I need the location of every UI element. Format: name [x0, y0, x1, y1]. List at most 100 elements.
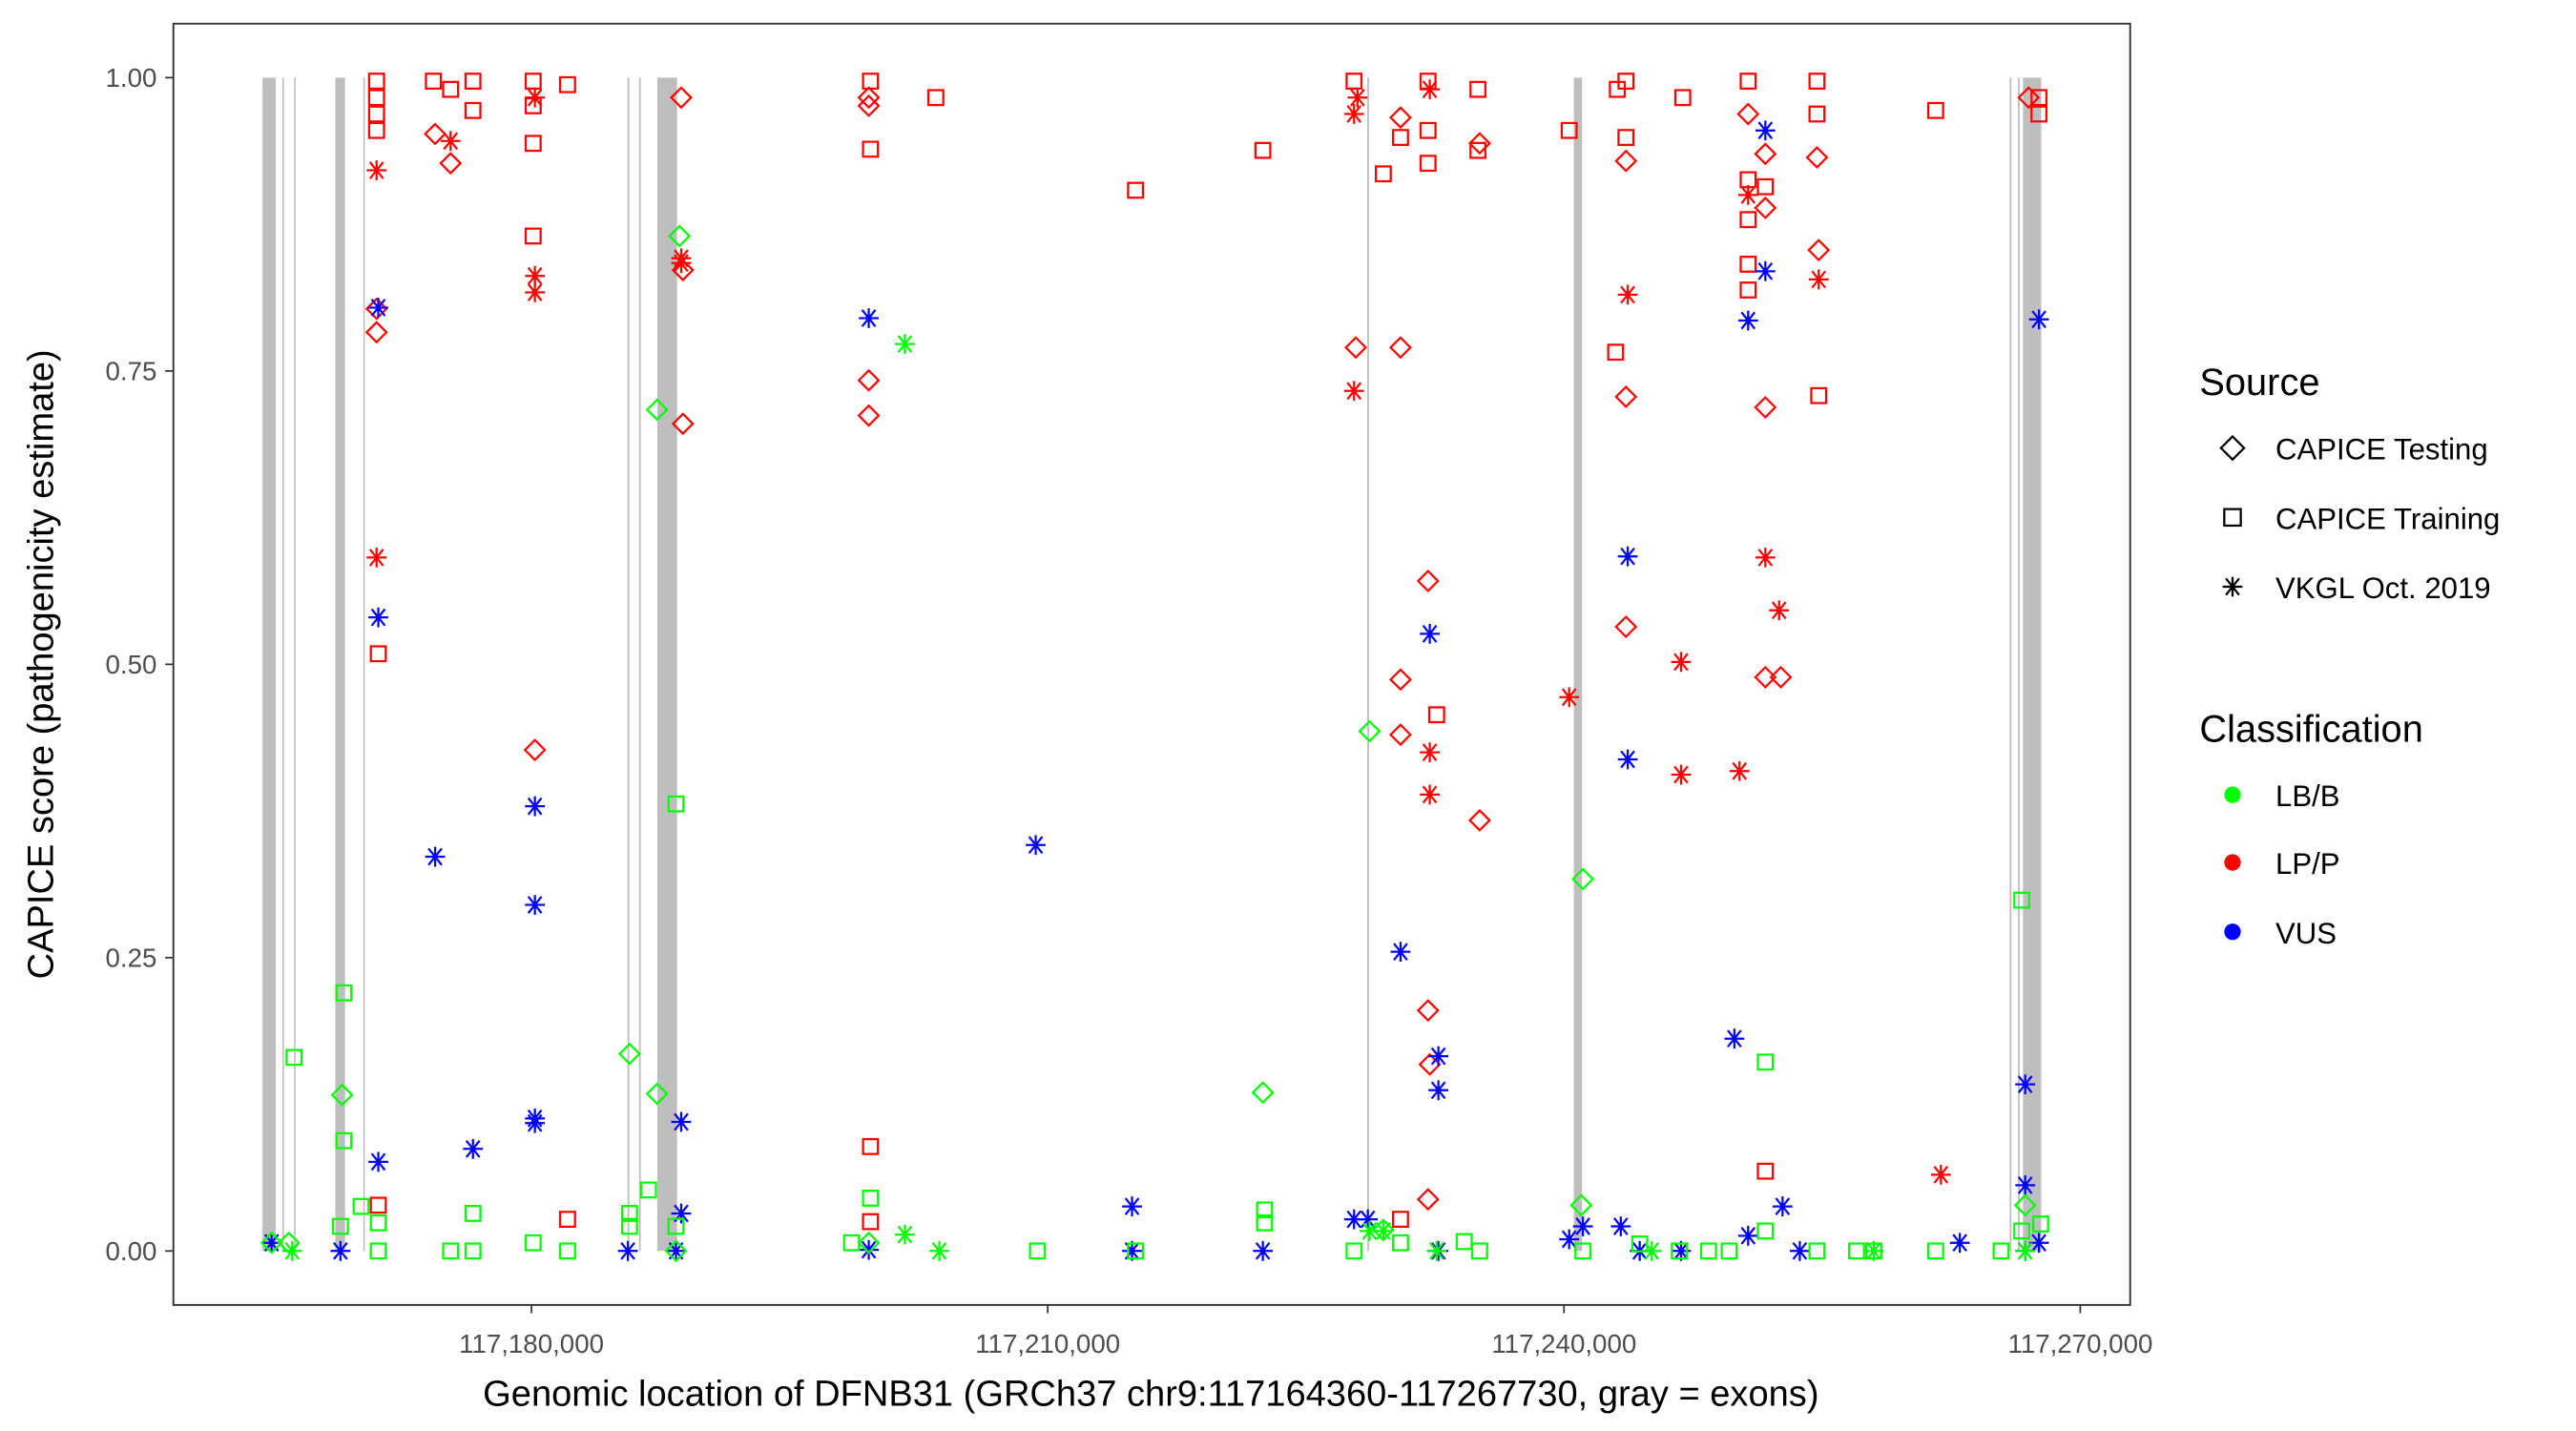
data-point-diamond [1344, 336, 1368, 360]
data-point-diamond [439, 152, 463, 176]
data-point-asterisk [2015, 1175, 2036, 1195]
data-point-square [1756, 177, 1775, 196]
data-point-square [369, 1213, 387, 1232]
plot-panel [173, 23, 2130, 1305]
data-point-asterisk [261, 1233, 282, 1254]
data-point-asterisk [525, 1112, 546, 1133]
data-point-asterisk [1729, 760, 1750, 781]
data-point-asterisk [2028, 309, 2049, 330]
legend-item-vus: VUS [2224, 917, 2337, 950]
data-point-square [2032, 1215, 2049, 1233]
data-point-diamond [645, 398, 669, 422]
exon-band [2018, 77, 2020, 1252]
x-axis-title: Genomic location of DFNB31 (GRCh37 chr9:… [483, 1374, 1818, 1414]
legend-item-lbb: LB/B [2224, 779, 2340, 813]
legend-source-title: Source [2199, 362, 2319, 404]
data-point-square [1560, 121, 1578, 139]
data-point-asterisk [1772, 1196, 1793, 1216]
data-point-square [1617, 73, 1635, 90]
data-point-square [1471, 1242, 1488, 1260]
data-point-square [1671, 1242, 1689, 1260]
data-point-asterisk [525, 796, 546, 817]
data-point-square [1699, 1242, 1717, 1260]
data-point-square [1374, 165, 1392, 183]
exon-band [2009, 77, 2012, 1252]
data-point-diamond [277, 1231, 301, 1255]
exon-band [262, 77, 277, 1252]
exon-band [1573, 77, 1583, 1252]
data-point-square [559, 1211, 576, 1229]
data-point-square [1028, 1242, 1047, 1260]
green-dot-icon [2224, 786, 2241, 803]
data-point-square [1808, 73, 1826, 90]
x-tick-label: 117,180,000 [459, 1329, 604, 1358]
data-point-diamond [645, 1082, 669, 1106]
data-point-asterisk [525, 895, 546, 915]
diamond-icon [2219, 434, 2246, 462]
data-point-square [1720, 1242, 1738, 1260]
data-point-diamond [617, 1042, 641, 1066]
data-point-diamond [1754, 665, 1777, 689]
data-point-diamond [664, 1239, 688, 1263]
data-point-asterisk [1641, 1240, 1662, 1261]
data-point-square [285, 1048, 303, 1067]
data-point-diamond [671, 259, 695, 282]
exon-band [656, 77, 677, 1252]
data-point-asterisk [525, 282, 546, 302]
data-point-asterisk [1617, 284, 1638, 305]
data-point-square [1345, 73, 1363, 90]
data-point-asterisk [366, 548, 387, 568]
exon-band [363, 77, 365, 1252]
data-point-diamond [2013, 1193, 2037, 1217]
x-axis: 117,180,000 117,210,000 117,240,000 117,270… [459, 1304, 2152, 1358]
legend-item-capice-training: CAPICE Training [2223, 502, 2500, 535]
data-point-square [369, 1196, 387, 1214]
data-point-square [442, 1242, 460, 1260]
data-point-diamond [1388, 336, 1412, 360]
data-point-square [1739, 256, 1757, 273]
data-point-asterisk [1420, 623, 1440, 644]
data-point-asterisk [1737, 184, 1758, 205]
data-point-diamond [1736, 102, 1760, 126]
x-tick-label: 117,240,000 [1491, 1329, 1636, 1358]
data-point-asterisk [366, 160, 387, 180]
data-point-diamond [1388, 106, 1412, 130]
data-point-square [331, 1217, 349, 1235]
data-point-asterisk [1343, 1209, 1364, 1230]
data-point-square [1617, 129, 1635, 147]
data-point-square [862, 73, 880, 90]
data-point-asterisk [1426, 1240, 1447, 1261]
data-point-asterisk [1790, 1240, 1810, 1261]
data-point-square [369, 645, 387, 663]
data-point-asterisk [1373, 1221, 1394, 1241]
data-point-square [1419, 121, 1437, 139]
data-point-asterisk [1671, 652, 1692, 673]
blue-dot-icon [2224, 923, 2241, 941]
data-point-square [335, 1131, 353, 1150]
data-point-diamond [330, 1083, 354, 1107]
data-point-square [464, 101, 482, 119]
data-point-square [1345, 1242, 1363, 1260]
data-point-diamond [2017, 86, 2041, 110]
y-tick-label: 0.50 [106, 650, 157, 679]
red-dot-icon [2224, 854, 2241, 871]
data-point-asterisk [440, 131, 461, 152]
data-point-square [367, 89, 385, 107]
data-point-diamond [857, 404, 881, 427]
data-point-diamond [1754, 196, 1777, 219]
data-point-square [1992, 1242, 2010, 1260]
data-point-diamond [260, 1231, 283, 1255]
data-point-asterisk [368, 298, 388, 318]
data-point-square [559, 75, 576, 93]
legend-label: CAPICE Testing [2275, 433, 2488, 467]
data-point-asterisk [671, 1203, 692, 1224]
data-point-diamond [1251, 1081, 1275, 1105]
exon-band [638, 77, 641, 1252]
data-point-asterisk [1343, 381, 1364, 402]
data-point-square [2030, 89, 2048, 107]
data-point-asterisk [1358, 1209, 1379, 1230]
data-point-diamond [1805, 146, 1829, 169]
data-point-asterisk [1930, 1164, 1951, 1185]
data-point-square [524, 227, 542, 245]
